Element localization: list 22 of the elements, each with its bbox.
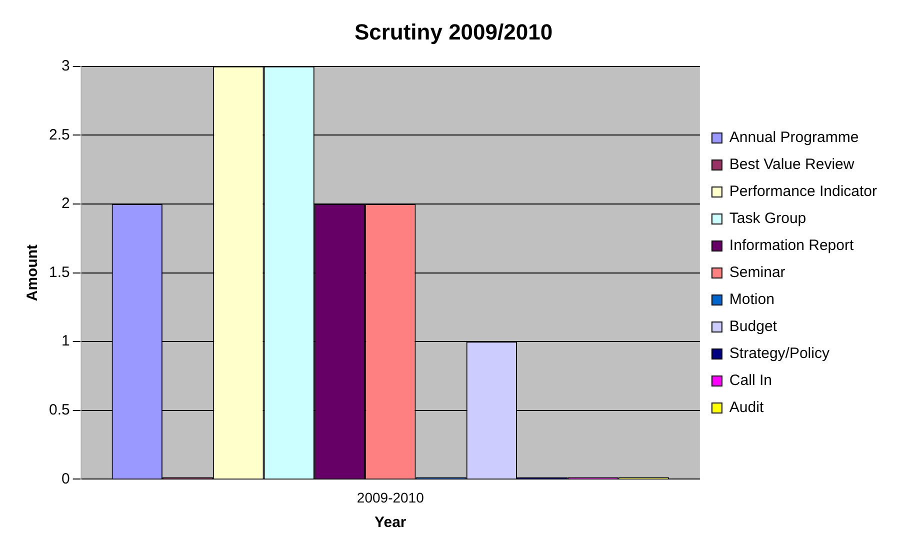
legend-label: Budget	[729, 318, 778, 336]
y-tick-label: 1	[62, 332, 70, 350]
legend-label: Best Value Review	[729, 156, 854, 174]
legend-label: Performance Indicator	[729, 183, 878, 200]
y-axis-title: Amount	[24, 244, 42, 302]
legend-label: Task Group	[729, 210, 806, 228]
y-tick-label: 1.5	[48, 264, 70, 281]
legend-label: Call In	[729, 372, 772, 390]
legend-label: Annual Programme	[729, 129, 859, 146]
legend-label: Information Report	[729, 237, 854, 254]
y-tick-label: 2	[62, 195, 70, 212]
legend-label: Strategy/Policy	[729, 345, 830, 362]
x-axis-title: Year	[374, 514, 406, 532]
y-tick-label: 3	[62, 58, 70, 75]
legend-label: Motion	[729, 291, 774, 308]
y-tick-label: 2.5	[48, 126, 70, 144]
y-tick-label: 0	[62, 470, 70, 488]
legend-label: Audit	[729, 399, 764, 416]
legend-label: Seminar	[729, 264, 786, 282]
chart-title: Scrutiny 2009/2010	[354, 19, 553, 44]
x-tick-label: 2009-2010	[356, 489, 424, 506]
y-tick-label: 0.5	[48, 402, 70, 419]
